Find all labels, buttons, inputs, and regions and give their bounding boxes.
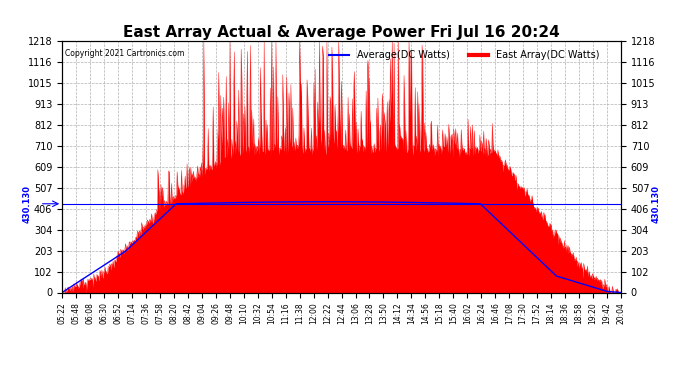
Text: 430.130: 430.130 (22, 185, 31, 223)
Legend: Average(DC Watts), East Array(DC Watts): Average(DC Watts), East Array(DC Watts) (326, 46, 604, 64)
Text: 430.130: 430.130 (652, 185, 661, 223)
Title: East Array Actual & Average Power Fri Jul 16 20:24: East Array Actual & Average Power Fri Ju… (124, 25, 560, 40)
Text: Copyright 2021 Cartronics.com: Copyright 2021 Cartronics.com (65, 49, 184, 58)
